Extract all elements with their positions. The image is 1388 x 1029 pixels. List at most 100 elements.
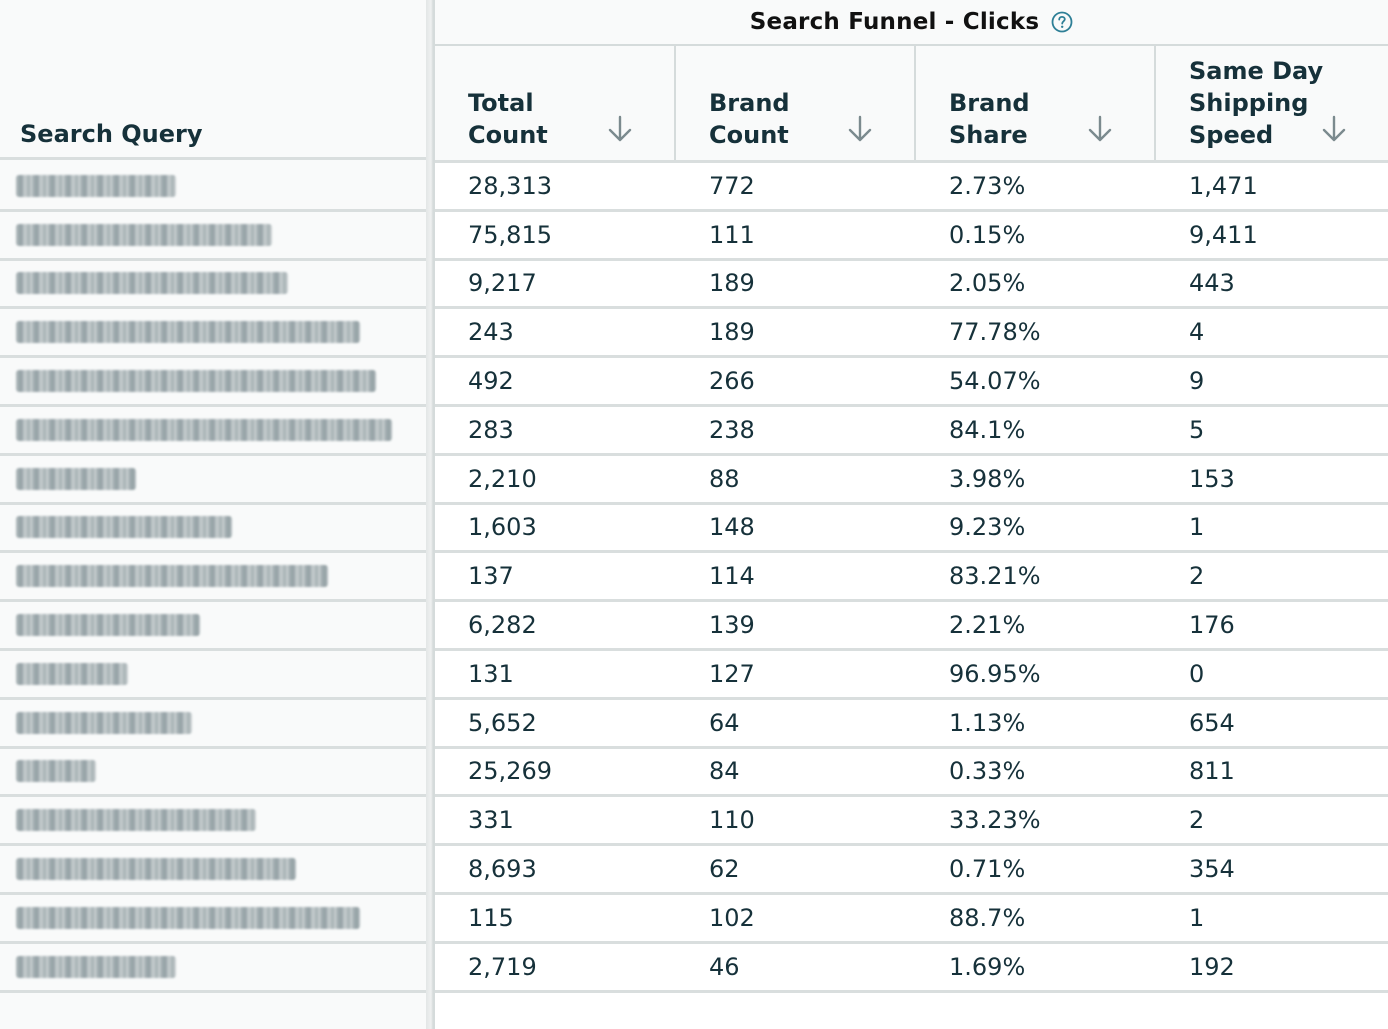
table-row: 1,603 148 9.23% 1	[435, 505, 1388, 554]
metrics-rows: 28,313 772 2.73% 1,471 75,815 111 0.15% 9,411 9,…	[435, 163, 1388, 993]
cell-total-count: 5,652	[468, 708, 537, 737]
cell-brand-count: 62	[709, 855, 740, 884]
question-circle-icon[interactable]	[1051, 11, 1073, 33]
redacted-search-query[interactable]	[16, 467, 136, 490]
redacted-search-query[interactable]	[16, 516, 232, 539]
table-row-query[interactable]	[0, 602, 426, 651]
table-row: 243 189 77.78% 4	[435, 309, 1388, 359]
cell-brand-count: 189	[709, 318, 755, 347]
column-header-brand-count[interactable]: Brand Count	[676, 46, 916, 160]
redacted-search-query[interactable]	[16, 711, 192, 734]
redacted-search-query[interactable]	[16, 223, 272, 246]
table-row-query[interactable]	[0, 846, 426, 895]
table-row-query[interactable]	[0, 358, 426, 407]
arrow-down-icon[interactable]	[1086, 115, 1114, 143]
table-row-query[interactable]	[0, 944, 426, 993]
redacted-search-query[interactable]	[16, 272, 288, 295]
table-row: 9,217 189 2.05% 443	[435, 261, 1388, 310]
search-query-column-header: Search Query	[0, 0, 426, 160]
cell-total-count: 25,269	[468, 757, 552, 786]
table-row: 6,282 139 2.21% 176	[435, 602, 1388, 651]
cell-same-day-shipping-speed: 443	[1189, 269, 1235, 298]
cell-same-day-shipping-speed: 1	[1189, 903, 1205, 932]
cell-brand-count: 64	[709, 708, 740, 737]
redacted-search-query[interactable]	[16, 174, 176, 197]
cell-brand-share: 83.21%	[949, 562, 1041, 591]
table-row-query[interactable]	[0, 212, 426, 261]
arrow-down-icon[interactable]	[1320, 115, 1348, 143]
cell-brand-share: 84.1%	[949, 415, 1026, 444]
table-row: 8,693 62 0.71% 354	[435, 846, 1388, 895]
table-row-query[interactable]	[0, 797, 426, 847]
arrow-down-icon[interactable]	[846, 115, 874, 143]
cell-total-count: 2,719	[468, 952, 537, 981]
cell-same-day-shipping-speed: 176	[1189, 611, 1235, 640]
table-row: 2,719 46 1.69% 192	[435, 944, 1388, 993]
table-row-query[interactable]	[0, 749, 426, 798]
redacted-search-query[interactable]	[16, 418, 392, 441]
redacted-search-query[interactable]	[16, 614, 200, 637]
frozen-column-divider[interactable]	[426, 0, 435, 1029]
arrow-down-icon[interactable]	[606, 115, 634, 143]
table-row: 137 114 83.21% 2	[435, 553, 1388, 603]
cell-same-day-shipping-speed: 9,411	[1189, 220, 1258, 249]
cell-total-count: 75,815	[468, 220, 552, 249]
table-row: 492 266 54.07% 9	[435, 358, 1388, 407]
table-row-query[interactable]	[0, 553, 426, 603]
table-row: 2,210 88 3.98% 153	[435, 456, 1388, 505]
cell-total-count: 28,313	[468, 171, 552, 200]
table-row-query[interactable]	[0, 651, 426, 700]
cell-brand-count: 148	[709, 513, 755, 542]
cell-total-count: 131	[468, 659, 514, 688]
cell-brand-share: 33.23%	[949, 806, 1041, 835]
cell-total-count: 9,217	[468, 269, 537, 298]
cell-brand-share: 2.05%	[949, 269, 1026, 298]
table-row-query[interactable]	[0, 407, 426, 456]
column-header-label: Total Count	[468, 89, 548, 149]
table-row: 25,269 84 0.33% 811	[435, 749, 1388, 798]
table-row-query[interactable]	[0, 505, 426, 554]
cell-brand-share: 0.71%	[949, 855, 1026, 884]
cell-brand-share: 88.7%	[949, 903, 1026, 932]
cell-total-count: 6,282	[468, 611, 537, 640]
cell-brand-share: 96.95%	[949, 659, 1041, 688]
redacted-search-query[interactable]	[16, 662, 128, 685]
redacted-search-query[interactable]	[16, 858, 296, 881]
table-row-query[interactable]	[0, 163, 426, 212]
cell-brand-count: 110	[709, 806, 755, 835]
table-row-query[interactable]	[0, 309, 426, 359]
cell-brand-share: 0.15%	[949, 220, 1026, 249]
column-header-label: Brand Count	[709, 89, 790, 149]
cell-brand-count: 111	[709, 220, 755, 249]
cell-total-count: 1,603	[468, 513, 537, 542]
cell-same-day-shipping-speed: 354	[1189, 855, 1235, 884]
cell-brand-share: 1.13%	[949, 708, 1026, 737]
table-row-query[interactable]	[0, 456, 426, 505]
cell-brand-share: 3.98%	[949, 464, 1026, 493]
column-header-brand-share[interactable]: Brand Share	[916, 46, 1156, 160]
row-header-pane: Search Query	[0, 0, 426, 1029]
cell-same-day-shipping-speed: 4	[1189, 318, 1205, 347]
cell-total-count: 331	[468, 806, 514, 835]
redacted-search-query[interactable]	[16, 321, 360, 344]
search-funnel-clicks-group-header: Search Funnel - Clicks	[435, 0, 1388, 46]
table-row-query[interactable]	[0, 700, 426, 749]
cell-brand-share: 2.21%	[949, 611, 1026, 640]
cell-same-day-shipping-speed: 654	[1189, 708, 1235, 737]
cell-total-count: 137	[468, 562, 514, 591]
redacted-search-query[interactable]	[16, 370, 376, 393]
cell-brand-share: 1.69%	[949, 952, 1026, 981]
redacted-search-query[interactable]	[16, 906, 360, 929]
cell-brand-share: 54.07%	[949, 367, 1041, 396]
table-row-query[interactable]	[0, 261, 426, 310]
redacted-search-query[interactable]	[16, 809, 256, 832]
redacted-search-query[interactable]	[16, 565, 328, 588]
column-header-same-day-shipping-speed[interactable]: Same Day Shipping Speed	[1156, 46, 1388, 160]
redacted-search-query[interactable]	[16, 955, 176, 978]
table-row: 131 127 96.95% 0	[435, 651, 1388, 700]
cell-total-count: 492	[468, 367, 514, 396]
redacted-search-query[interactable]	[16, 760, 96, 783]
cell-same-day-shipping-speed: 0	[1189, 659, 1205, 688]
column-header-total-count[interactable]: Total Count	[435, 46, 676, 160]
table-row-query[interactable]	[0, 895, 426, 944]
